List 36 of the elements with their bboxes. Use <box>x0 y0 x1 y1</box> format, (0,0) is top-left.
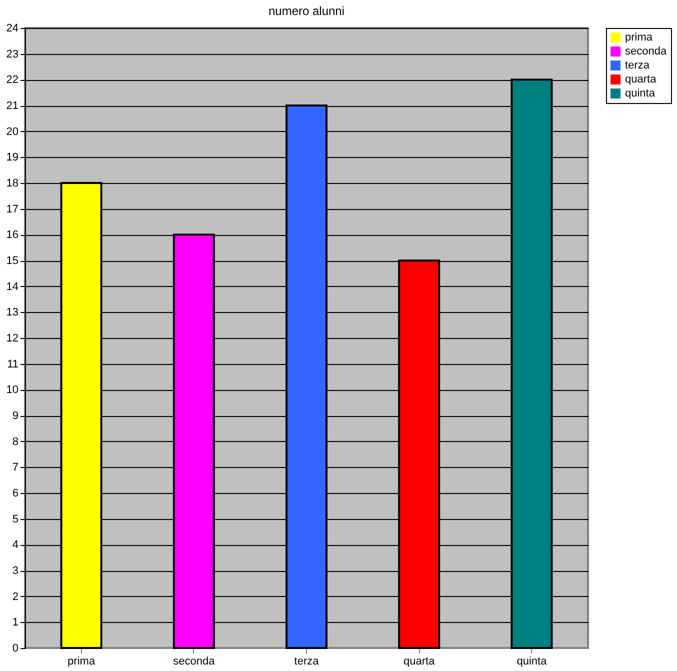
y-tick-label: 2 <box>12 590 18 603</box>
y-tick-label: 16 <box>6 229 18 242</box>
y-tick-label: 12 <box>6 332 18 344</box>
y-tick-label: 18 <box>6 178 18 190</box>
y-tick-label: 10 <box>6 384 18 396</box>
y-tick-label: 14 <box>6 280 18 293</box>
legend-label: terza <box>625 60 650 72</box>
y-tick-label: 23 <box>6 48 18 60</box>
legend-label: seconda <box>625 46 668 58</box>
x-tick-label: prima <box>68 656 96 668</box>
y-tick-label: 22 <box>6 74 18 86</box>
legend-label: prima <box>625 32 654 44</box>
y-tick-label: 4 <box>12 539 18 552</box>
y-tick-label: 13 <box>6 306 18 319</box>
y-tick-label: 6 <box>12 488 18 500</box>
chart-title: numero alunni <box>268 4 345 18</box>
y-tick-label: 11 <box>7 358 18 370</box>
y-tick-label: 20 <box>6 126 18 138</box>
x-tick-label: seconda <box>173 656 216 668</box>
x-tick-label: quarta <box>404 656 436 668</box>
y-tick-label: 5 <box>12 513 18 526</box>
legend-label: quinta <box>625 88 656 100</box>
y-tick-label: 3 <box>12 565 18 577</box>
y-tick-label: 15 <box>6 255 18 267</box>
y-tick-label: 7 <box>12 462 18 474</box>
y-tick-label: 0 <box>12 642 18 654</box>
y-tick-label: 17 <box>6 203 18 216</box>
y-tick-label: 24 <box>6 22 18 34</box>
y-tick-label: 1 <box>12 616 18 629</box>
x-tick-label: terza <box>294 656 320 668</box>
y-tick-label: 21 <box>6 100 18 112</box>
legend-label: quarta <box>625 74 658 86</box>
y-tick-label: 9 <box>12 410 18 422</box>
x-tick-label: quinta <box>516 656 548 668</box>
y-tick-label: 8 <box>12 436 18 448</box>
y-tick-label: 19 <box>6 152 18 164</box>
